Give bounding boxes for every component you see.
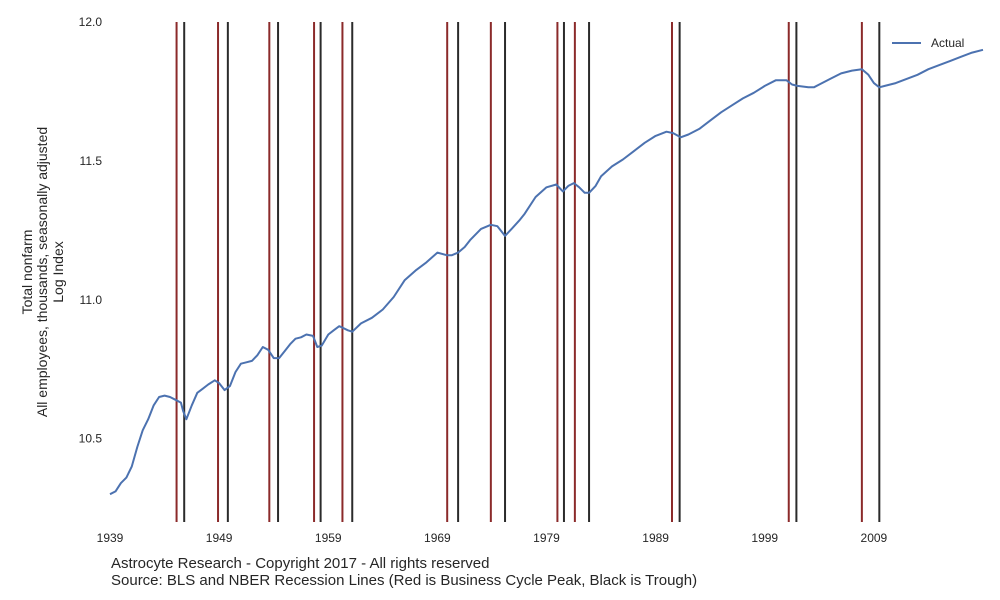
y-axis-label: Total nonfarm All employees, thousands, s… <box>19 127 66 417</box>
x-tick-label: 2009 <box>861 531 888 545</box>
y-tick-label: 11.0 <box>80 293 103 307</box>
x-tick-label: 1969 <box>424 531 451 545</box>
y-axis-label-line: Total nonfarm <box>19 230 35 315</box>
x-tick-label: 1999 <box>751 531 778 545</box>
recession-lines <box>175 22 881 522</box>
x-tick-label: 1979 <box>533 531 560 545</box>
x-tick-label: 1939 <box>97 531 124 545</box>
source-caption: Source: BLS and NBER Recession Lines (Re… <box>111 572 698 589</box>
y-tick-label: 12.0 <box>79 15 103 29</box>
x-tick-label: 1989 <box>642 531 669 545</box>
series-layer <box>109 48 984 496</box>
x-axis-ticks: 1939 1949 1959 1969 1979 1989 1999 2009 <box>97 531 888 545</box>
series-line-actual <box>109 48 984 496</box>
copyright-caption: Astrocyte Research - Copyright 2017 - Al… <box>111 555 490 572</box>
x-tick-label: 1949 <box>206 531 233 545</box>
y-axis-label-line: Log Index <box>50 241 66 303</box>
x-tick-label: 1959 <box>315 531 342 545</box>
y-tick-label: 11.5 <box>80 154 103 168</box>
legend: Actual <box>892 36 964 50</box>
y-axis-ticks: 10.5 11.0 11.5 12.0 <box>79 15 103 446</box>
y-tick-label: 10.5 <box>79 432 103 446</box>
legend-label: Actual <box>931 36 964 50</box>
y-axis-label-line: All employees, thousands, seasonally adj… <box>34 127 50 417</box>
